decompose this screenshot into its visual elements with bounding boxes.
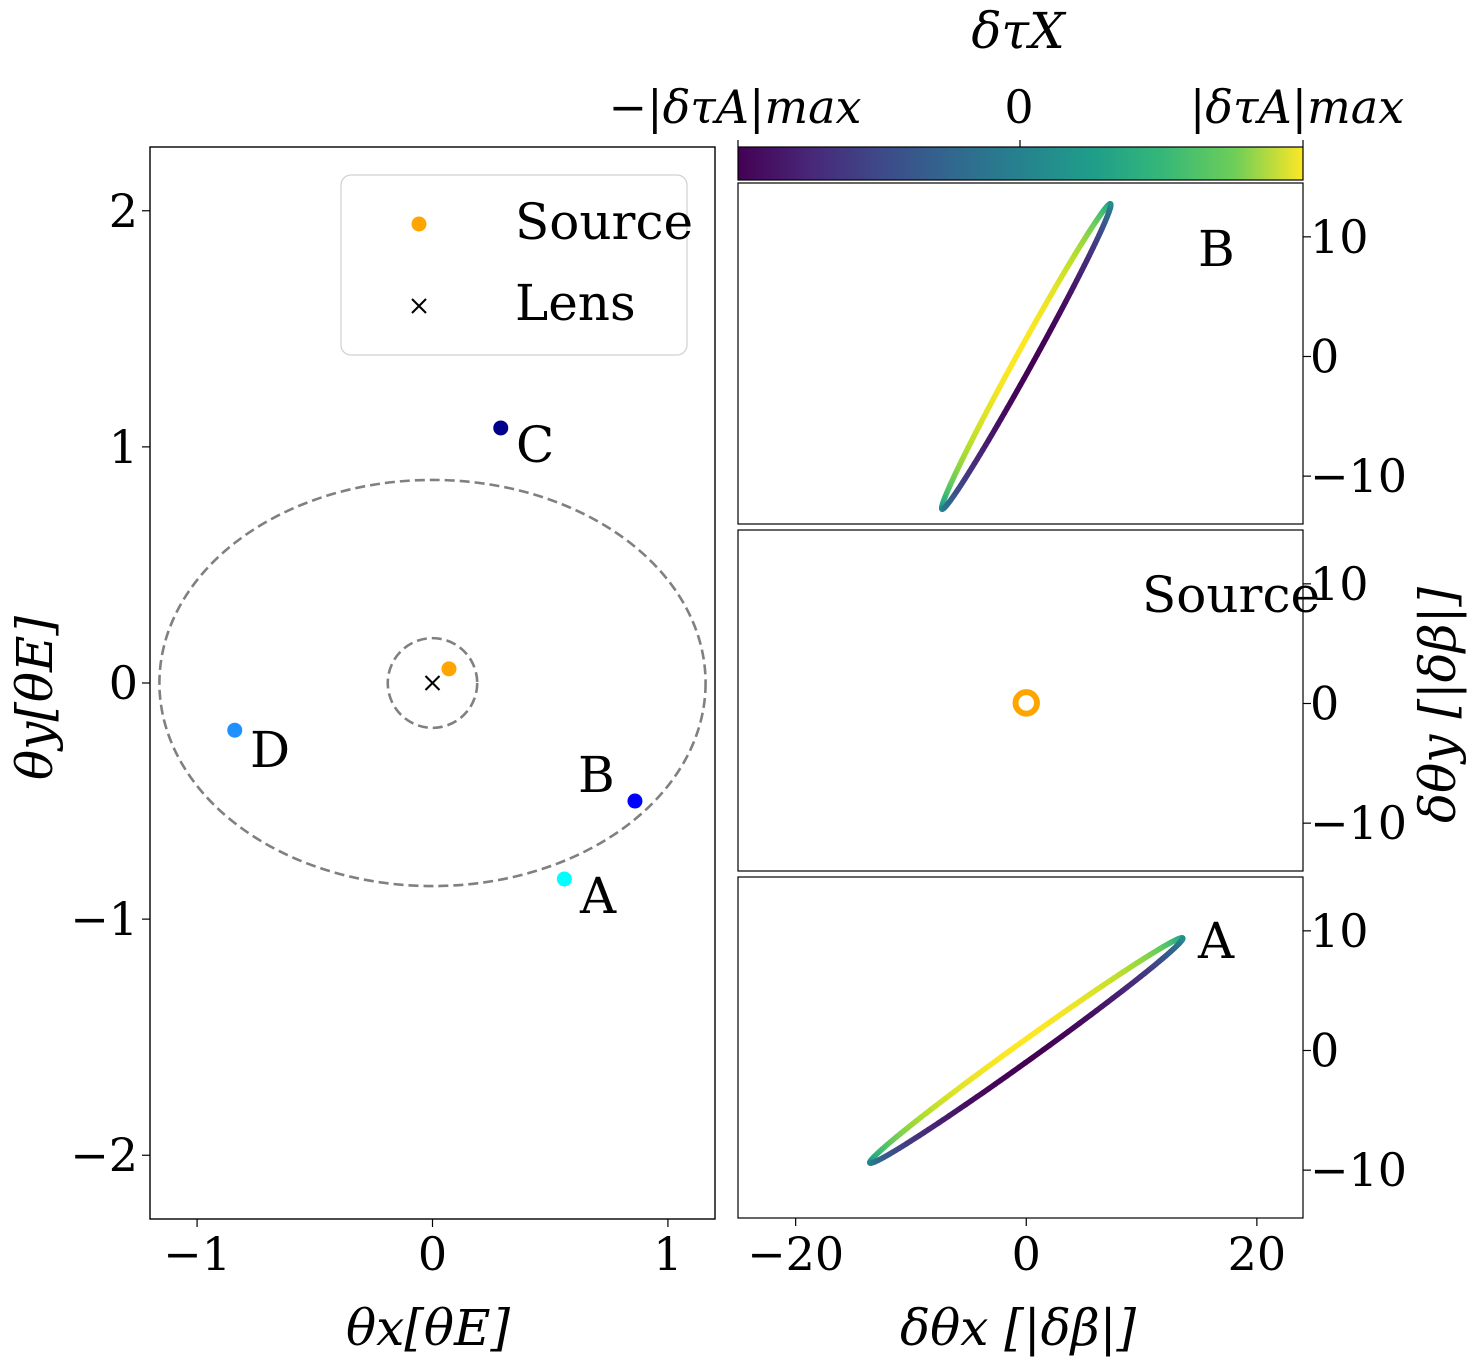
colorbar-tick-min: −|δτA|max (609, 80, 862, 134)
right-x-axis-label: δθx [|δβ|] (900, 1299, 1137, 1357)
colorbar: δτX −|δτA|max 0 |δτA|max (609, 2, 1404, 181)
source-circle (1012, 689, 1040, 717)
left-y-tick-label: −1 (70, 892, 138, 946)
right-y-tick-label: 10 (1310, 557, 1369, 611)
right-y-tick-label: −10 (1310, 1143, 1407, 1197)
legend-source-label: Source (515, 193, 693, 251)
right-y-tick-label: 10 (1310, 904, 1369, 958)
right-y-tick-label: −10 (1310, 796, 1407, 850)
left-y-tick-label: 0 (109, 656, 138, 710)
panel-b-label: B (1198, 220, 1235, 278)
legend-box (340, 174, 688, 356)
point-label-a: A (579, 867, 617, 925)
left-x-tick-label: −1 (163, 1227, 231, 1281)
right-y-tick-label: 10 (1310, 210, 1369, 264)
panel-b: −10 0 10 B (737, 182, 1407, 525)
image-point-b (627, 793, 643, 809)
critical-curve-inner (386, 636, 479, 730)
right-x-tick-label: −20 (747, 1227, 844, 1281)
image-point-a (556, 871, 572, 887)
left-x-tick-label: 1 (653, 1227, 682, 1281)
image-point-c (493, 420, 509, 436)
left-y-tick-label: −2 (70, 1128, 138, 1182)
point-label-d: D (250, 721, 290, 779)
right-y-tick-label: 0 (1310, 329, 1339, 383)
panel-a-label: A (1197, 912, 1235, 970)
left-y-tick-label: 1 (109, 420, 138, 474)
left-x-tick-label: 0 (418, 1227, 447, 1281)
left-y-tick-label: 2 (109, 184, 138, 238)
legend-lens-marker (411, 298, 427, 314)
panel-b-ellipse (938, 201, 1114, 512)
point-label-c: C (516, 416, 554, 474)
legend: Source Lens (340, 174, 693, 356)
right-y-tick-label: 0 (1310, 676, 1339, 730)
right-x-tick-label: 20 (1228, 1227, 1287, 1281)
point-label-b: B (578, 746, 615, 804)
panel-a-x-ticks: −20 0 20 (747, 1218, 1286, 1281)
colorbar-gradient (737, 146, 1304, 181)
left-y-ticks: −2 −1 0 1 2 (70, 184, 150, 1182)
colorbar-tick-zero: 0 (1004, 80, 1033, 134)
panel-a-y-ticks: −10 0 10 (1303, 904, 1407, 1197)
colorbar-title: δτX (971, 2, 1067, 60)
critical-curve-outer (158, 478, 707, 888)
right-y-tick-label: 0 (1310, 1023, 1339, 1077)
panel-a-ellipse (867, 935, 1186, 1166)
legend-source-marker (411, 216, 427, 232)
panel-source-y-ticks: −10 0 10 (1303, 557, 1407, 850)
legend-lens-label: Lens (515, 274, 636, 332)
image-point-d (227, 722, 243, 738)
left-x-axis-label: θx[θE] (346, 1299, 510, 1357)
right-x-tick-label: 0 (1012, 1227, 1041, 1281)
panel-a: −10 0 10 −20 0 20 A (737, 876, 1407, 1281)
right-y-axis-label: δθy [|δβ|] (1409, 586, 1467, 823)
colorbar-tick-max: |δτA|max (1190, 80, 1404, 134)
left-markers (227, 420, 643, 887)
source-point (441, 661, 457, 677)
right-y-tick-label: −10 (1310, 449, 1407, 503)
panel-source: −10 0 10 Source (737, 529, 1407, 872)
panel-source-circle (1012, 689, 1040, 717)
left-y-axis-label: θy[θE] (6, 616, 64, 780)
lens-marker (424, 675, 441, 691)
left-curves (158, 478, 707, 888)
panel-source-label: Source (1142, 566, 1320, 624)
left-x-ticks: −1 0 1 (163, 1219, 683, 1281)
panel-b-y-ticks: −10 0 10 (1303, 210, 1407, 503)
